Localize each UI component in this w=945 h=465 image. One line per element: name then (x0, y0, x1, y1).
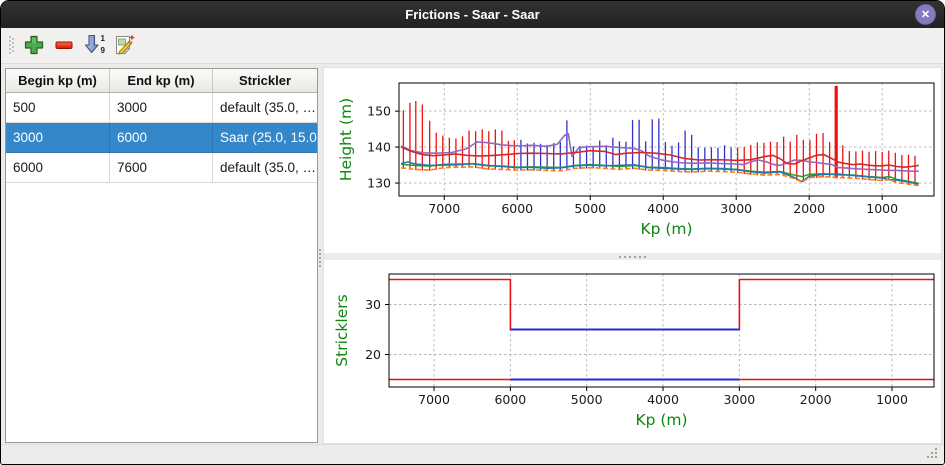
svg-text:7000: 7000 (428, 201, 460, 216)
cell-begin-kp: 3000 (6, 123, 110, 153)
svg-text:1000: 1000 (876, 392, 908, 407)
table-row[interactable]: 6000 7600 default (35.0, … (6, 153, 317, 183)
x-axis-label: Kp (m) (640, 220, 692, 238)
remove-row-button[interactable] (50, 31, 78, 59)
window-title: Frictions - Saar - Saar (405, 7, 540, 22)
sort-badge-1: 1 (100, 34, 105, 43)
plots-panel: 7000 6000 5000 4000 3000 2000 1000 130 140 150 Kp … (323, 67, 942, 444)
axis-ticks (385, 304, 893, 391)
cell-end-kp: 6000 (110, 123, 213, 153)
y-axis-label: Stricklers (333, 294, 351, 366)
svg-text:6000: 6000 (494, 392, 526, 407)
column-header-begin-kp[interactable]: Begin kp (m) (6, 69, 110, 92)
axis-ticks (395, 110, 883, 200)
series-level-blue (401, 161, 919, 185)
close-icon: ✕ (920, 9, 931, 21)
series-left-bank-red (400, 146, 919, 168)
svg-text:3000: 3000 (723, 392, 755, 407)
vertical-splitter[interactable] (318, 68, 323, 443)
axes-box (388, 273, 935, 388)
plus-icon (24, 35, 44, 55)
svg-text:30: 30 (365, 297, 381, 312)
y-axis-label: Height (m) (337, 98, 355, 181)
svg-text:130: 130 (367, 176, 391, 191)
status-bar (1, 444, 944, 464)
svg-text:7000: 7000 (418, 392, 450, 407)
svg-text:5000: 5000 (571, 392, 603, 407)
svg-text:140: 140 (367, 140, 391, 155)
cross-section-spikes (402, 85, 916, 186)
cell-strickler: Saar (25.0, 15.0) (213, 123, 317, 153)
new-star-badge (129, 34, 135, 41)
x-axis-label: Kp (m) (635, 411, 687, 429)
svg-text:4000: 4000 (647, 392, 679, 407)
cell-end-kp: 3000 (110, 93, 213, 123)
column-header-strickler[interactable]: Strickler (238, 73, 292, 88)
series-bed-dashed (401, 166, 919, 187)
cell-begin-kp: 6000 (6, 153, 110, 183)
main-content: Begin kp (m) End kp (m) Strickler 500 30… (1, 64, 944, 445)
gridlines (399, 83, 934, 196)
sort-badge-9: 9 (100, 46, 105, 55)
svg-text:5000: 5000 (574, 201, 606, 216)
svg-text:20: 20 (365, 347, 381, 362)
close-button[interactable]: ✕ (915, 4, 936, 25)
series-right-bank-purple (400, 132, 919, 172)
tick-labels: 7000 6000 5000 4000 3000 2000 1000 130 140 150 (367, 104, 898, 216)
table-row-selected[interactable]: 3000 6000 Saar (25.0, 15.0) (6, 123, 317, 153)
toolbar-drag-handle[interactable] (8, 35, 16, 57)
edit-friction-button[interactable] (110, 31, 138, 59)
svg-text:4000: 4000 (647, 201, 679, 216)
cell-strickler: default (35.0, … (213, 93, 317, 123)
cell-begin-kp: 500 (6, 93, 110, 123)
cell-end-kp: 7600 (110, 153, 213, 183)
horizontal-splitter[interactable] (324, 253, 941, 260)
sort-rows-button[interactable]: 1 9 (80, 31, 108, 59)
title-bar[interactable]: Frictions - Saar - Saar ✕ (1, 1, 944, 28)
edit-icon (116, 34, 135, 55)
table-row[interactable]: 500 3000 default (35.0, … (6, 93, 317, 123)
add-row-button[interactable] (20, 31, 48, 59)
svg-text:2000: 2000 (800, 392, 832, 407)
svg-text:150: 150 (367, 104, 391, 119)
tick-labels: 7000 6000 5000 4000 3000 2000 1000 20 30 (365, 297, 908, 407)
table-header: Begin kp (m) End kp (m) Strickler (6, 69, 317, 93)
cell-strickler: default (35.0, … (213, 153, 317, 183)
axes-box (398, 82, 935, 197)
svg-text:1000: 1000 (866, 201, 898, 216)
svg-text:2000: 2000 (793, 201, 825, 216)
frictions-table: Begin kp (m) End kp (m) Strickler 500 30… (5, 68, 318, 443)
toolbar: 1 9 (1, 28, 944, 64)
minus-icon (55, 41, 73, 49)
height-profile-chart: 7000 6000 5000 4000 3000 2000 1000 130 140 150 Kp … (337, 82, 935, 238)
resize-grip[interactable] (927, 448, 939, 460)
stricklers-chart: 7000 6000 5000 4000 3000 2000 1000 20 30 Kp (m) St… (333, 273, 935, 429)
svg-text:3000: 3000 (720, 201, 752, 216)
sort-1-9-icon (84, 34, 99, 54)
column-header-end-kp[interactable]: End kp (m) (110, 69, 213, 92)
svg-text:6000: 6000 (501, 201, 533, 216)
